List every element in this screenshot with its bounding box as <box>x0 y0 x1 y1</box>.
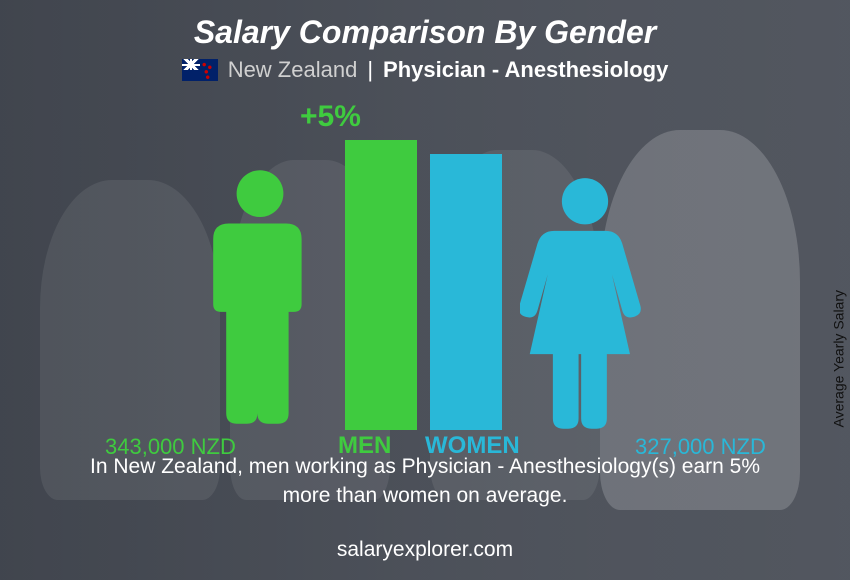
percent-difference-label: +5% <box>300 100 361 134</box>
source-footer: salaryexplorer.com <box>0 538 850 562</box>
gender-comparison-chart: +5% MEN WOMEN 343,000 NZD 327,000 NZD <box>0 100 850 460</box>
summary-text: In New Zealand, men working as Physician… <box>0 453 850 510</box>
y-axis-label: Average Yearly Salary <box>830 290 846 428</box>
men-salary-bar <box>345 140 417 430</box>
subtitle: New Zealand | Physician - Anesthesiology <box>0 57 850 83</box>
male-person-icon <box>195 160 325 430</box>
separator: | <box>367 57 373 83</box>
job-label: Physician - Anesthesiology <box>383 57 668 83</box>
nz-flag-icon <box>182 59 218 81</box>
country-label: New Zealand <box>228 57 358 83</box>
women-salary-bar <box>430 154 502 430</box>
female-person-icon <box>520 173 650 430</box>
page-title: Salary Comparison By Gender <box>0 0 850 51</box>
